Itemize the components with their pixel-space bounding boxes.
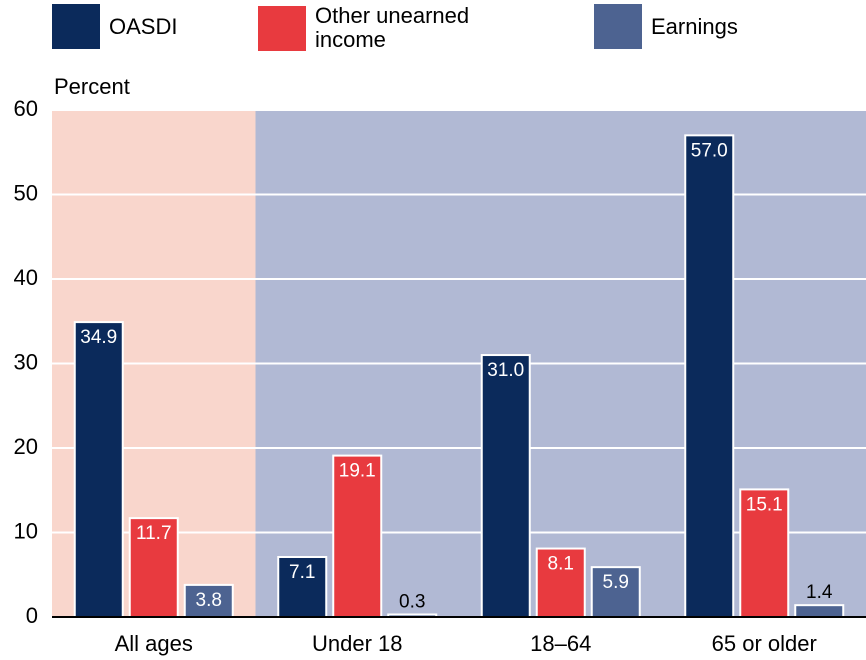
data-label: 7.1 [289,562,315,583]
bar [535,547,586,618]
x-tick-label: All ages [115,631,193,656]
legend-swatch [594,4,642,49]
data-label: 34.9 [80,327,117,348]
data-label: 8.1 [548,554,574,575]
bar [590,566,641,619]
legend-label: Earnings [651,13,738,39]
y-tick-label: 20 [14,434,38,459]
data-label: 0.3 [399,591,425,612]
y-tick-label: 0 [26,603,38,628]
data-label: 57.0 [691,140,728,161]
y-tick-label: 50 [14,180,38,205]
y-axis-label: Percent [54,74,130,99]
data-label: 19.1 [339,461,376,482]
data-label: 1.4 [806,582,833,603]
y-tick-label: 40 [14,265,38,290]
legend-item: OASDI [52,4,177,49]
legend-label: Other unearned income [315,3,470,52]
data-label: 15.1 [746,494,783,515]
data-label: 31.0 [487,360,524,381]
legend-label: OASDI [109,13,178,39]
y-tick-label: 10 [14,518,38,543]
x-tick-label: Under 18 [312,631,403,656]
bar [684,134,735,618]
x-tick-label: 65 or older [712,631,817,656]
bar [794,604,845,618]
y-tick-label: 30 [14,349,38,374]
bar [128,517,179,619]
bar [739,488,790,618]
bar [480,354,531,618]
legend-item: Earnings [594,4,738,49]
x-tick-label: 18–64 [530,631,591,656]
legend-swatch [258,5,306,51]
legend-swatch [52,4,100,49]
bar [73,321,124,618]
bar [332,454,383,619]
y-tick-label: 60 [14,96,38,121]
data-label: 11.7 [136,523,172,544]
data-label: 5.9 [603,572,629,593]
legend-item: Other unearned income [258,4,545,52]
data-label: 3.8 [196,590,222,611]
